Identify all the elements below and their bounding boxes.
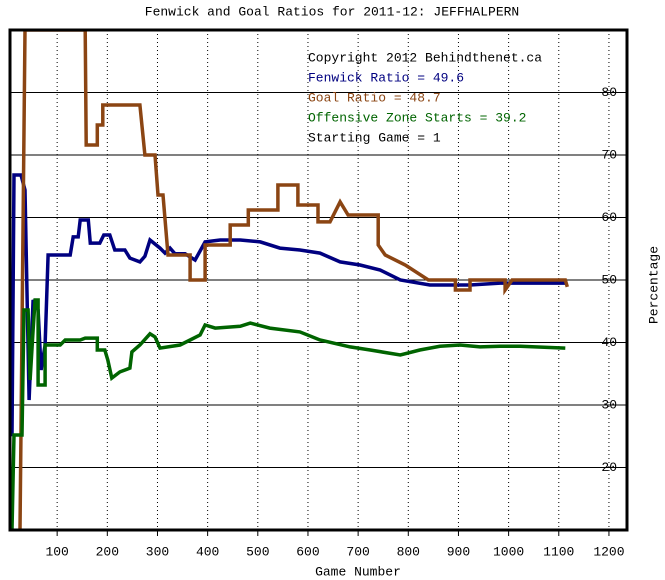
- series-line: [18, 30, 569, 530]
- legend-entry: Offensive Zone Starts = 39.2: [308, 110, 526, 125]
- x-tick-label: 600: [296, 544, 319, 559]
- x-tick-label: 200: [96, 544, 119, 559]
- x-tick-label: 500: [246, 544, 269, 559]
- y-tick-label: 20: [601, 460, 617, 475]
- y-axis-label: Percentage: [646, 246, 661, 324]
- y-tick-label: 70: [601, 147, 617, 162]
- series-line: [10, 298, 566, 530]
- y-tick-label: 80: [601, 85, 617, 100]
- legend-entry: Copyright 2012 Behindthenet.ca: [308, 50, 542, 65]
- x-axis-label: Game Number: [315, 564, 401, 579]
- y-tick-label: 50: [601, 272, 617, 287]
- legend-entry: Fenwick Ratio = 49.6: [308, 70, 464, 85]
- y-tick-label: 40: [601, 335, 617, 350]
- x-tick-label: 1200: [593, 544, 624, 559]
- x-tick-label: 1000: [493, 544, 524, 559]
- x-tick-label: 100: [45, 544, 68, 559]
- series-line: [10, 173, 566, 437]
- y-tick-label: 30: [601, 397, 617, 412]
- x-tick-label: 800: [397, 544, 420, 559]
- y-tick-label: 60: [601, 210, 617, 225]
- plot-frame: [8, 28, 629, 532]
- x-tick-label: 1100: [543, 544, 574, 559]
- legend-entry: Starting Game = 1: [308, 130, 441, 145]
- x-tick-label: 900: [447, 544, 470, 559]
- x-tick-label: 700: [346, 544, 369, 559]
- x-tick-label: 300: [146, 544, 169, 559]
- chart-title: Fenwick and Goal Ratios for 2011-12: JEF…: [145, 4, 519, 19]
- legend-entry: Goal Ratio = 48.7: [308, 90, 441, 105]
- plot-lines: [10, 30, 569, 530]
- x-tick-label: 400: [196, 544, 219, 559]
